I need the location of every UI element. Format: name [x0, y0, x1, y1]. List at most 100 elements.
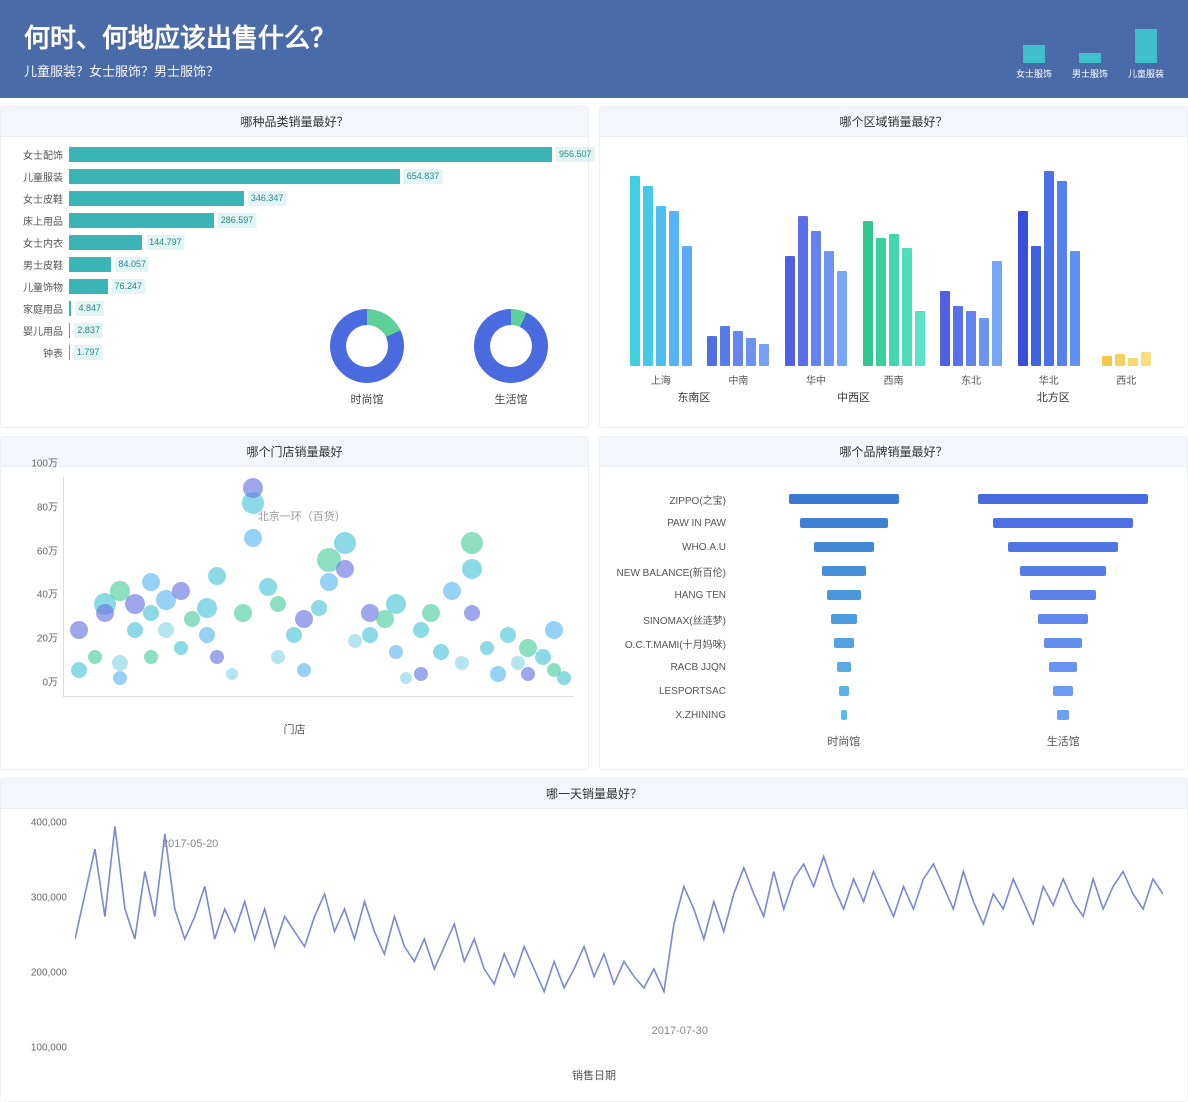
scatter-point[interactable]: [386, 594, 406, 614]
scatter-point[interactable]: [96, 604, 114, 622]
scatter-point[interactable]: [500, 627, 516, 643]
scatter-point[interactable]: [88, 650, 102, 664]
category-bar-row[interactable]: 女士皮鞋 346.347: [15, 191, 574, 206]
scatter-point[interactable]: [70, 621, 88, 639]
scatter-point[interactable]: [71, 662, 87, 678]
funnel-bar[interactable]: [954, 655, 1174, 679]
region-sub-group[interactable]: 西北: [1087, 166, 1165, 387]
scatter-point[interactable]: [208, 567, 226, 585]
category-bar-row[interactable]: 男士皮鞋 84.057: [15, 257, 574, 272]
legend-item[interactable]: 儿童服装: [1128, 29, 1164, 80]
funnel-bar[interactable]: [954, 703, 1174, 727]
scatter-point[interactable]: [184, 611, 200, 627]
funnel-bar[interactable]: [734, 535, 954, 559]
scatter-point[interactable]: [226, 668, 238, 680]
legend-item[interactable]: 男士服饰: [1072, 53, 1108, 80]
scatter-point[interactable]: [143, 605, 159, 621]
scatter-point[interactable]: [297, 663, 311, 677]
donut-chart[interactable]: 生活馆: [474, 309, 548, 407]
brand-label: HANG TEN: [614, 583, 734, 607]
scatter-point[interactable]: [433, 644, 449, 660]
funnel-bar[interactable]: [954, 559, 1174, 583]
scatter-point[interactable]: [519, 639, 537, 657]
scatter-point[interactable]: [144, 650, 158, 664]
scatter-point[interactable]: [311, 600, 327, 616]
funnel-bar[interactable]: [954, 487, 1174, 511]
funnel-bar[interactable]: [954, 583, 1174, 607]
scatter-point[interactable]: [490, 666, 506, 682]
funnel-bar[interactable]: [954, 535, 1174, 559]
scatter-point[interactable]: [271, 650, 285, 664]
scatter-point[interactable]: [521, 667, 535, 681]
category-bar-row[interactable]: 儿童饰物 76.247: [15, 279, 574, 294]
brand-funnel: ZIPPO(之宝)PAW IN PAWWHO.A.UNEW BALANCE(新百…: [614, 477, 1173, 759]
scatter-point[interactable]: [295, 610, 313, 628]
scatter-point[interactable]: [286, 627, 302, 643]
scatter-point[interactable]: [336, 560, 354, 578]
funnel-bar[interactable]: [954, 607, 1174, 631]
funnel-bar[interactable]: [734, 655, 954, 679]
funnel-bar[interactable]: [734, 607, 954, 631]
scatter-point[interactable]: [234, 604, 252, 622]
scatter-point[interactable]: [210, 650, 224, 664]
scatter-point[interactable]: [461, 532, 483, 554]
scatter-point[interactable]: [334, 532, 356, 554]
legend-item[interactable]: 女士服饰: [1016, 45, 1052, 80]
donut-chart[interactable]: 时尚馆: [330, 309, 404, 407]
scatter-point[interactable]: [480, 641, 494, 655]
scatter-point[interactable]: [243, 478, 263, 498]
scatter-point[interactable]: [362, 627, 378, 643]
scatter-point[interactable]: [464, 605, 480, 621]
scatter-point[interactable]: [127, 622, 143, 638]
region-sub-group[interactable]: 西南: [855, 166, 933, 387]
scatter-point[interactable]: [174, 641, 188, 655]
scatter-point[interactable]: [158, 622, 174, 638]
region-sub-group[interactable]: 中南: [700, 166, 778, 387]
dashboard-header: 何时、何地应该出售什么？ 儿童服装？女士服饰？男士服饰？ 女士服饰男士服饰儿童服…: [0, 0, 1188, 98]
scatter-point[interactable]: [455, 656, 469, 670]
scatter-point[interactable]: [545, 621, 563, 639]
funnel-bar[interactable]: [734, 559, 954, 583]
scatter-point[interactable]: [443, 582, 461, 600]
scatter-point[interactable]: [113, 671, 127, 685]
funnel-bar[interactable]: [734, 631, 954, 655]
scatter-point[interactable]: [172, 582, 190, 600]
category-bar-row[interactable]: 儿童服装 654.837: [15, 169, 574, 184]
region-sub-group[interactable]: 上海: [622, 166, 700, 387]
funnel-bar[interactable]: [734, 583, 954, 607]
scatter-point[interactable]: [400, 672, 412, 684]
scatter-point[interactable]: [422, 604, 440, 622]
scatter-point[interactable]: [413, 622, 429, 638]
scatter-point[interactable]: [389, 645, 403, 659]
store-title: 哪个门店销量最好: [1, 437, 588, 467]
scatter-point[interactable]: [557, 671, 571, 685]
brand-label: WHO.A.U: [614, 535, 734, 559]
scatter-point[interactable]: [320, 573, 338, 591]
scatter-point[interactable]: [244, 529, 262, 547]
header-legend: 女士服饰男士服饰儿童服装: [1016, 29, 1164, 80]
funnel-bar[interactable]: [734, 703, 954, 727]
scatter-point[interactable]: [270, 596, 286, 612]
scatter-point[interactable]: [348, 634, 362, 648]
region-sub-group[interactable]: 东北: [932, 166, 1010, 387]
scatter-point[interactable]: [112, 655, 128, 671]
scatter-point[interactable]: [199, 627, 215, 643]
scatter-point[interactable]: [259, 578, 277, 596]
region-sub-group[interactable]: 华北: [1010, 166, 1088, 387]
scatter-point[interactable]: [142, 573, 160, 591]
scatter-point[interactable]: [414, 667, 428, 681]
funnel-bar[interactable]: [954, 631, 1174, 655]
category-bar-row[interactable]: 床上用品 286.597: [15, 213, 574, 228]
scatter-point[interactable]: [535, 649, 551, 665]
funnel-bar[interactable]: [954, 511, 1174, 535]
brand-label: NEW BALANCE(新百伦): [614, 559, 734, 583]
category-bar-row[interactable]: 女士内衣 144.797: [15, 235, 574, 250]
funnel-bar[interactable]: [734, 679, 954, 703]
funnel-bar[interactable]: [734, 487, 954, 511]
scatter-point[interactable]: [197, 598, 217, 618]
funnel-bar[interactable]: [734, 511, 954, 535]
category-bar-row[interactable]: 女士配饰 956.507: [15, 147, 574, 162]
scatter-point[interactable]: [462, 559, 482, 579]
region-sub-group[interactable]: 华中: [777, 166, 855, 387]
funnel-bar[interactable]: [954, 679, 1174, 703]
